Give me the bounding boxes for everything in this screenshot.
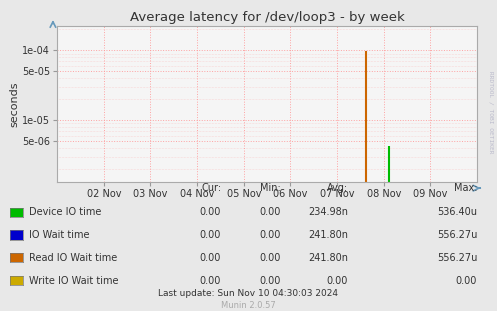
- Text: Write IO Wait time: Write IO Wait time: [29, 276, 118, 285]
- Text: 0.00: 0.00: [200, 207, 221, 217]
- Text: 536.40u: 536.40u: [437, 207, 477, 217]
- Text: Read IO Wait time: Read IO Wait time: [29, 253, 117, 263]
- Text: 0.00: 0.00: [456, 276, 477, 285]
- Text: 0.00: 0.00: [259, 230, 281, 240]
- Text: 0.00: 0.00: [259, 276, 281, 285]
- Text: 0.00: 0.00: [259, 253, 281, 263]
- Text: 0.00: 0.00: [327, 276, 348, 285]
- Text: 0.00: 0.00: [200, 253, 221, 263]
- Text: Min:: Min:: [260, 183, 281, 193]
- Text: 556.27u: 556.27u: [437, 253, 477, 263]
- Text: Device IO time: Device IO time: [29, 207, 101, 217]
- Y-axis label: seconds: seconds: [9, 81, 19, 127]
- Text: Cur:: Cur:: [201, 183, 221, 193]
- Text: 0.00: 0.00: [200, 276, 221, 285]
- Text: 0.00: 0.00: [259, 207, 281, 217]
- Text: 556.27u: 556.27u: [437, 230, 477, 240]
- Text: Avg:: Avg:: [327, 183, 348, 193]
- Text: RRDTOOL / TOBI OETIKER: RRDTOOL / TOBI OETIKER: [489, 71, 494, 153]
- Text: Max:: Max:: [454, 183, 477, 193]
- Text: Last update: Sun Nov 10 04:30:03 2024: Last update: Sun Nov 10 04:30:03 2024: [159, 289, 338, 298]
- Title: Average latency for /dev/loop3 - by week: Average latency for /dev/loop3 - by week: [130, 11, 405, 24]
- Text: 234.98n: 234.98n: [308, 207, 348, 217]
- Text: 241.80n: 241.80n: [308, 253, 348, 263]
- Text: Munin 2.0.57: Munin 2.0.57: [221, 301, 276, 310]
- Text: 0.00: 0.00: [200, 230, 221, 240]
- Text: IO Wait time: IO Wait time: [29, 230, 89, 240]
- Text: 241.80n: 241.80n: [308, 230, 348, 240]
